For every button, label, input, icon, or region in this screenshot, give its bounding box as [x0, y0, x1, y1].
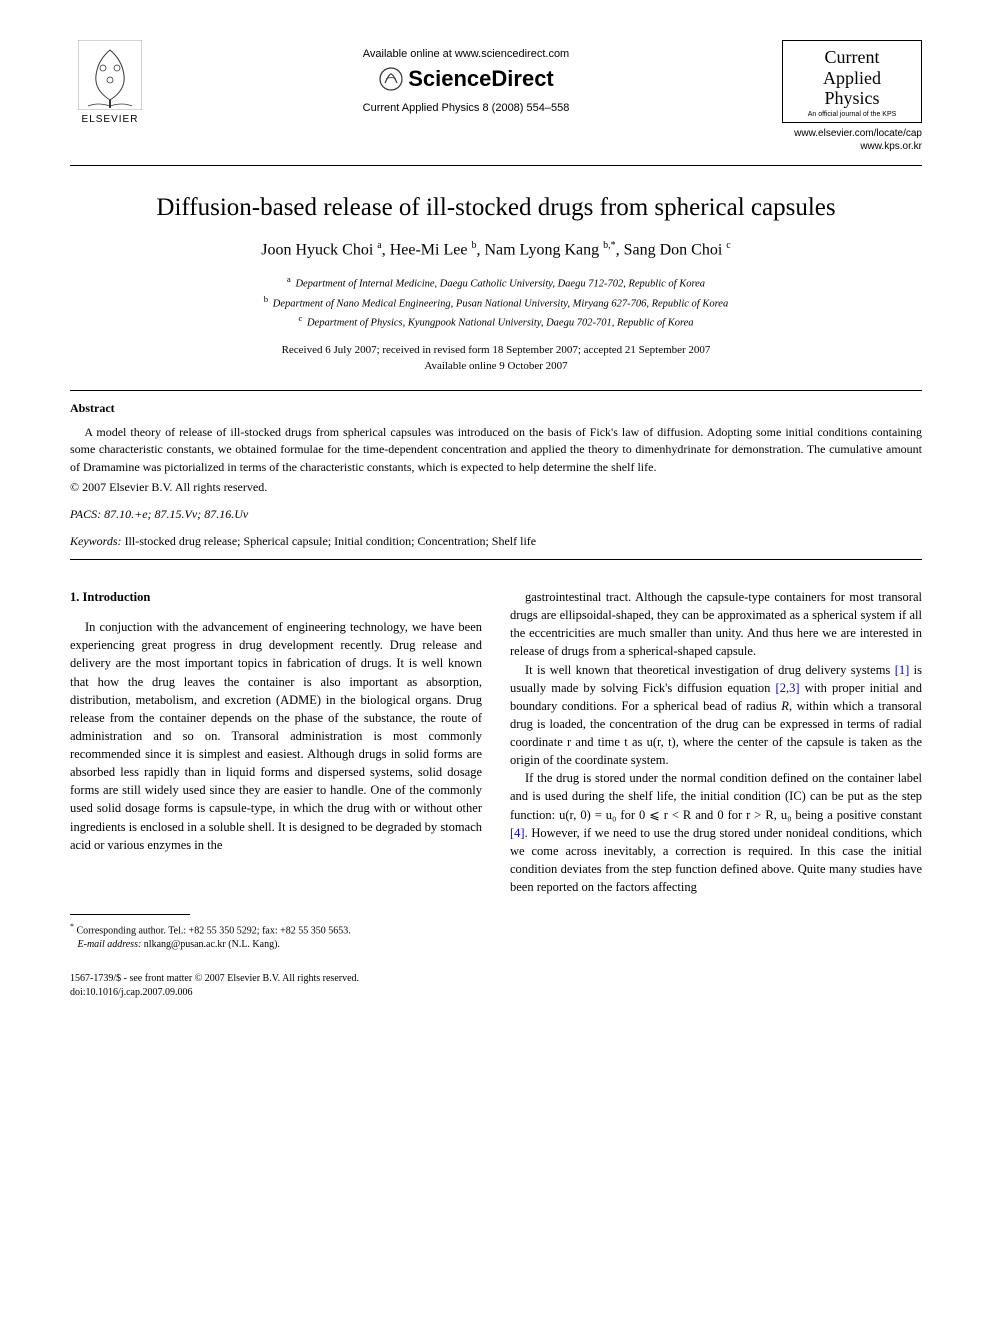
email-label: E-mail address: — [78, 939, 142, 950]
pacs: PACS: 87.10.+e; 87.15.Vv; 87.16.Uv — [70, 507, 922, 522]
journal-link-1[interactable]: www.elsevier.com/locate/cap — [782, 127, 922, 140]
doi-block: 1567-1739/$ - see front matter © 2007 El… — [70, 972, 482, 1000]
elsevier-tree-icon — [78, 40, 142, 110]
available-online-text: Available online at www.sciencedirect.co… — [150, 48, 782, 60]
article-title: Diffusion-based release of ill-stocked d… — [70, 194, 922, 222]
journal-box: Current Applied Physics An official jour… — [782, 40, 922, 123]
keywords: Keywords: Ill-stocked drug release; Sphe… — [70, 534, 922, 549]
sciencedirect-icon — [378, 66, 404, 92]
divider-abstract-bottom — [70, 559, 922, 560]
keywords-text: Ill-stocked drug release; Spherical caps… — [125, 534, 537, 548]
column-right: gastrointestinal tract. Although the cap… — [510, 588, 922, 1000]
journal-name-1: Current — [787, 47, 917, 68]
footnote-corr: Corresponding author. Tel.: +82 55 350 5… — [77, 925, 351, 936]
authors: Joon Hyuck Choi a, Hee-Mi Lee b, Nam Lyo… — [70, 240, 922, 259]
ref-4[interactable]: [4] — [510, 826, 525, 840]
sciencedirect-text: ScienceDirect — [408, 66, 554, 92]
doi: doi:10.1016/j.cap.2007.09.006 — [70, 986, 482, 1000]
divider-top — [70, 165, 922, 166]
corresponding-footnote: * Corresponding author. Tel.: +82 55 350… — [70, 921, 482, 952]
affiliations: a Department of Internal Medicine, Daegu… — [70, 273, 922, 331]
ref-2-3[interactable]: [2,3] — [776, 681, 800, 695]
online-date: Available online 9 October 2007 — [70, 359, 922, 374]
abstract-text: A model theory of release of ill-stocked… — [70, 424, 922, 476]
affiliation-b: b Department of Nano Medical Engineering… — [70, 293, 922, 312]
intro-p2: gastrointestinal tract. Although the cap… — [510, 588, 922, 661]
elsevier-label: ELSEVIER — [82, 114, 139, 125]
footnote-rule — [70, 914, 190, 915]
divider-abstract-top — [70, 390, 922, 391]
intro-p3: It is well known that theoretical invest… — [510, 661, 922, 770]
journal-subtitle: An official journal of the KPS — [787, 111, 917, 118]
article-dates: Received 6 July 2007; received in revise… — [70, 343, 922, 374]
intro-p4: If the drug is stored under the normal c… — [510, 769, 922, 896]
journal-links: www.elsevier.com/locate/cap www.kps.or.k… — [782, 127, 922, 153]
affiliation-c: c Department of Physics, Kyungpook Natio… — [70, 312, 922, 331]
affiliation-a: a Department of Internal Medicine, Daegu… — [70, 273, 922, 292]
pacs-codes: 87.10.+e; 87.15.Vv; 87.16.Uv — [104, 507, 248, 521]
received-date: Received 6 July 2007; received in revise… — [70, 343, 922, 358]
abstract-copyright: © 2007 Elsevier B.V. All rights reserved… — [70, 480, 922, 495]
journal-link-2[interactable]: www.kps.or.kr — [782, 140, 922, 153]
journal-reference: Current Applied Physics 8 (2008) 554–558 — [150, 102, 782, 114]
body-columns: 1. Introduction In conjuction with the a… — [70, 588, 922, 1000]
page-header: ELSEVIER Available online at www.science… — [70, 40, 922, 153]
column-left: 1. Introduction In conjuction with the a… — [70, 588, 482, 1000]
elsevier-logo: ELSEVIER — [70, 40, 150, 125]
sciencedirect-logo: ScienceDirect — [150, 66, 782, 92]
front-matter: 1567-1739/$ - see front matter © 2007 El… — [70, 972, 482, 986]
keywords-label: Keywords: — [70, 534, 122, 548]
journal-name-2: Applied — [787, 68, 917, 89]
center-header: Available online at www.sciencedirect.co… — [150, 40, 782, 114]
journal-name-3: Physics — [787, 88, 917, 109]
section-1-heading: 1. Introduction — [70, 588, 482, 606]
ref-1[interactable]: [1] — [895, 663, 910, 677]
email-name: (N.L. Kang). — [228, 939, 280, 950]
intro-p1: In conjuction with the advancement of en… — [70, 618, 482, 854]
abstract-label: Abstract — [70, 401, 922, 416]
journal-branding: Current Applied Physics An official jour… — [782, 40, 922, 153]
email-link[interactable]: nlkang@pusan.ac.kr — [144, 939, 226, 950]
pacs-label: PACS: — [70, 507, 101, 521]
